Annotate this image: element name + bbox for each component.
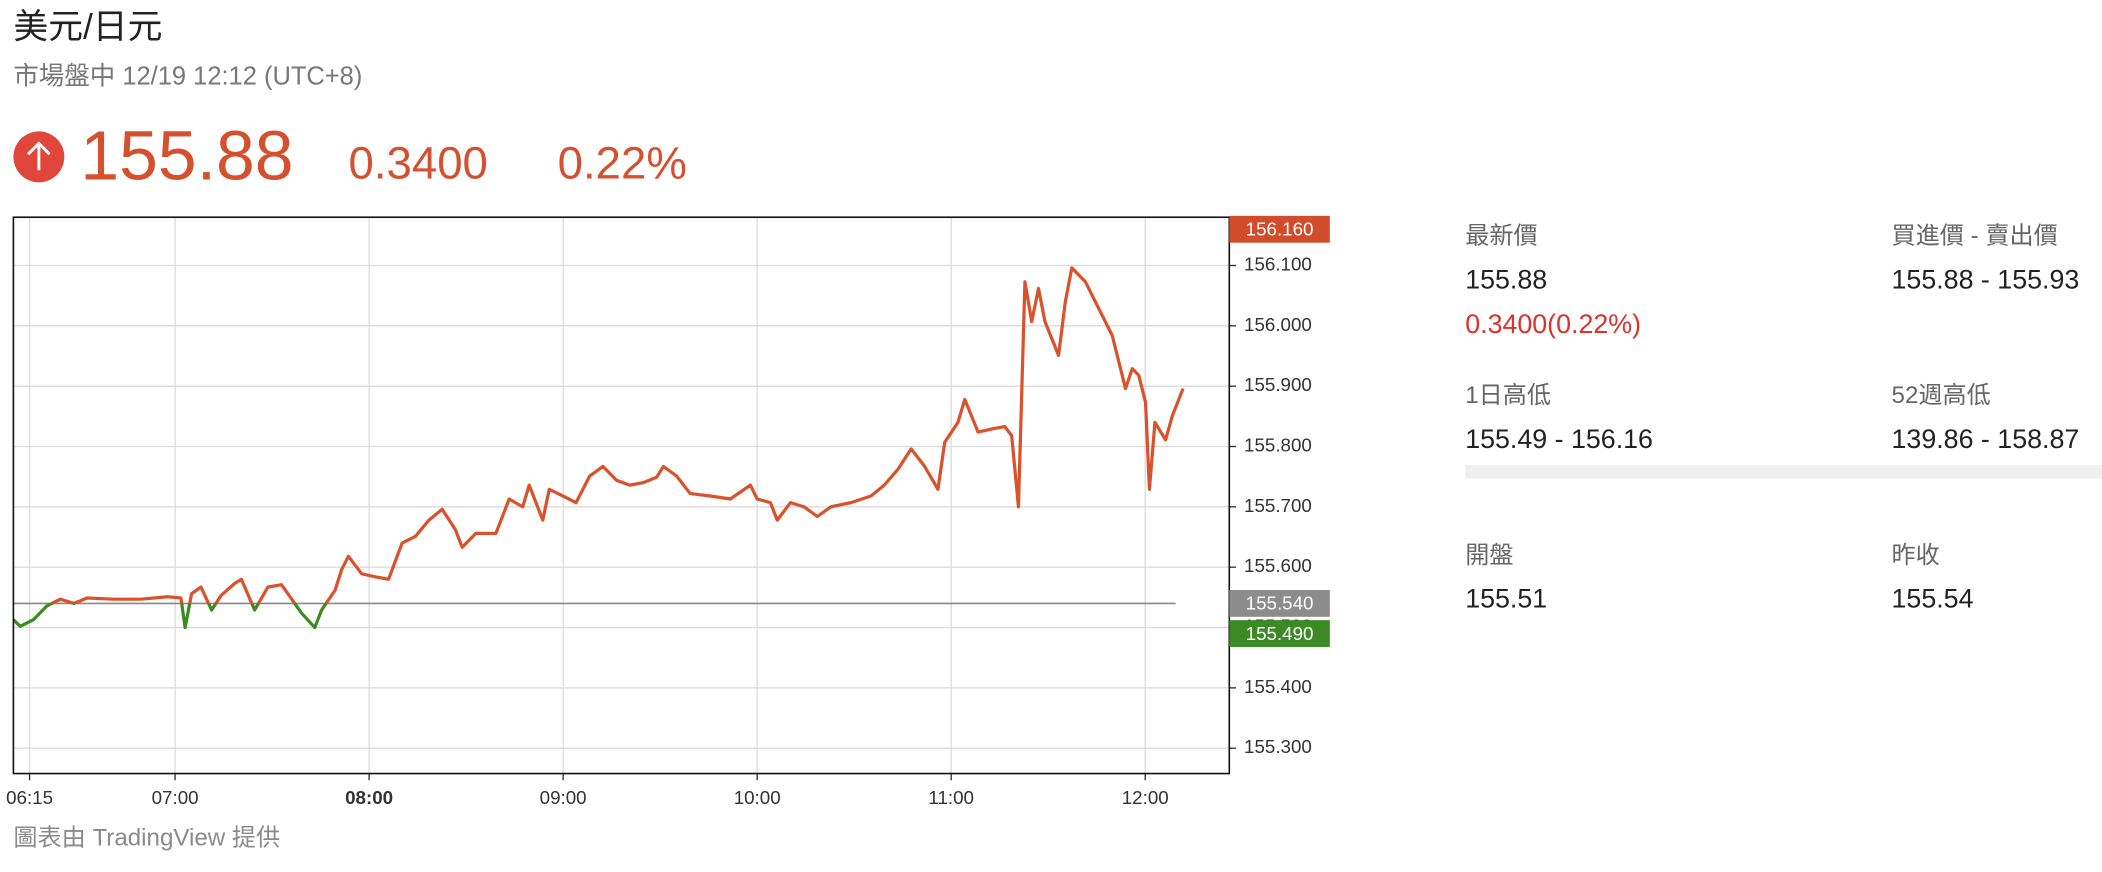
x-tick-label: 07:00 xyxy=(152,787,199,808)
x-tick-label: 12:00 xyxy=(1122,787,1169,808)
high-badge xyxy=(1229,215,1330,243)
change-pct: 0.22% xyxy=(558,137,687,188)
price-line xyxy=(48,266,1185,604)
baseline-badge-label: 155.540 xyxy=(1246,593,1314,614)
low-badge-label: 155.490 xyxy=(1246,623,1314,644)
price-line-below xyxy=(13,603,329,630)
stat-label: 開盤 xyxy=(1465,542,1513,569)
y-tick-label: 155.400 xyxy=(1244,676,1312,697)
low-badge xyxy=(1229,620,1330,647)
source: 圖表由 TradingView 提供 xyxy=(13,825,280,852)
title: 美元/日元 xyxy=(13,8,162,47)
y-tick-label: 155.900 xyxy=(1244,374,1312,395)
x-tick-label: 09:00 xyxy=(540,787,587,808)
stat-value: 155.54 xyxy=(1892,584,1974,614)
stat-label: 買進價 - 賣出價 xyxy=(1892,223,2058,250)
stat-value: 155.88 - 155.93 xyxy=(1892,265,2080,295)
stat-value: 155.49 - 156.16 xyxy=(1465,424,1653,454)
stat-label: 52週高低 xyxy=(1892,382,1991,409)
status: 市場盤中 12/19 12:12 (UTC+8) xyxy=(13,63,362,91)
stat-label: 最新價 xyxy=(1465,223,1537,250)
y-tick-label: 156.100 xyxy=(1244,253,1312,274)
y-tick-label: 155.700 xyxy=(1244,495,1312,516)
stat-value: 139.86 - 158.87 xyxy=(1892,424,2080,454)
stat-value: 155.51 xyxy=(1465,584,1547,614)
x-tick-label: 08:00 xyxy=(345,787,393,808)
divider xyxy=(1465,465,2102,479)
change: 0.3400 xyxy=(349,137,488,188)
price: 155.88 xyxy=(80,116,293,194)
stat-label: 1日高低 xyxy=(1465,382,1551,409)
y-tick-label: 156.000 xyxy=(1244,314,1312,335)
x-tick-label: 06:15 xyxy=(6,787,53,808)
stat-extra: 0.3400(0.22%) xyxy=(1465,309,1641,339)
baseline-badge xyxy=(1229,589,1330,617)
y-tick-label: 155.600 xyxy=(1244,555,1312,576)
y-tick-label: 155.800 xyxy=(1244,434,1312,455)
y-tick-label: 155.300 xyxy=(1244,736,1312,757)
x-tick-label: 11:00 xyxy=(928,787,974,808)
up-icon xyxy=(13,131,65,183)
stat-value: 155.88 xyxy=(1465,265,1547,295)
high-badge-label: 156.160 xyxy=(1246,219,1314,240)
chart-frame xyxy=(12,216,1231,775)
x-tick-label: 10:00 xyxy=(734,787,781,808)
stat-label: 昨收 xyxy=(1892,542,1940,569)
